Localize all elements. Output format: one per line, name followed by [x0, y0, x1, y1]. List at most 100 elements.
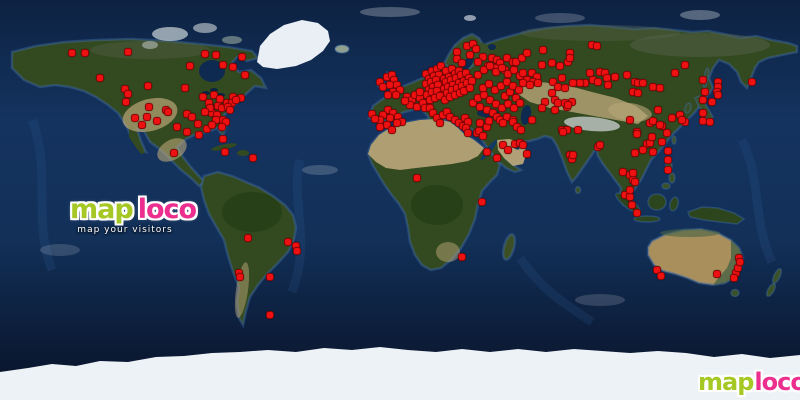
visitor-marker: [384, 91, 392, 99]
visitor-marker: [631, 149, 639, 157]
visitor-marker: [437, 62, 445, 70]
visitor-marker: [523, 49, 531, 57]
visitor-marker: [236, 273, 244, 281]
visitor-marker: [173, 123, 181, 131]
visitor-marker: [474, 58, 482, 66]
visitor-marker: [569, 151, 577, 159]
visitor-marker: [658, 138, 666, 146]
visitor-marker: [222, 118, 230, 126]
visitor-marker: [499, 141, 507, 149]
visitor-marker: [388, 126, 396, 134]
visitor-marker: [668, 114, 676, 122]
visitor-marker: [293, 247, 301, 255]
visitor-marker: [714, 91, 722, 99]
visitor-marker: [706, 118, 714, 126]
visitor-marker: [498, 104, 506, 112]
visitor-marker: [483, 148, 491, 156]
visitor-marker: [392, 91, 400, 99]
visitor-marker: [497, 82, 505, 90]
visitor-marker: [466, 84, 474, 92]
visitor-marker: [730, 274, 738, 282]
visitor-marker: [498, 64, 506, 72]
visitor-marker: [558, 74, 566, 82]
visitor-marker: [138, 121, 146, 129]
visitor-marker: [492, 68, 500, 76]
visitor-marker: [131, 114, 139, 122]
visitor-marker: [654, 106, 662, 114]
visitor-marker: [699, 76, 707, 84]
visitor-marker: [664, 147, 672, 155]
visitor-marker: [628, 201, 636, 209]
visitor-marker: [516, 99, 524, 107]
visitor-marker: [266, 311, 274, 319]
visitor-marker: [518, 54, 526, 62]
corner-logo-text-map: map: [698, 368, 754, 396]
visitor-marker: [736, 258, 744, 266]
maploco-watermark: map loco map your visitors: [70, 194, 197, 235]
visitor-marker: [681, 61, 689, 69]
visitor-marker: [479, 53, 487, 61]
visitor-marker: [510, 104, 518, 112]
visitor-marker: [474, 71, 482, 79]
visitor-marker: [203, 125, 211, 133]
visitor-marker: [194, 120, 202, 128]
visitor-marker: [208, 121, 216, 129]
visitor-marker: [238, 53, 246, 61]
visitor-marker: [486, 62, 494, 70]
visitor-marker: [556, 62, 564, 70]
visitor-marker: [249, 154, 257, 162]
visitor-marker: [699, 109, 707, 117]
visitor-marker: [393, 119, 401, 127]
visitor-marker: [538, 61, 546, 69]
visitor-marker: [480, 66, 488, 74]
visitor-marker: [226, 106, 234, 114]
visitor-marker: [629, 169, 637, 177]
visitor-marker: [678, 116, 686, 124]
visitor-marker: [566, 54, 574, 62]
maploco-logo: map loco: [70, 194, 197, 225]
visitor-marker: [212, 51, 220, 59]
visitor-marker: [708, 98, 716, 106]
visitor-marker: [561, 84, 569, 92]
visitor-marker: [96, 74, 104, 82]
visitor-marker: [633, 130, 641, 138]
ocean-ridges: [27, 118, 777, 326]
visitor-marker: [144, 82, 152, 90]
visitor-marker: [559, 128, 567, 136]
visitor-marker: [499, 119, 507, 127]
visitor-marker: [664, 156, 672, 164]
visitor-marker: [81, 49, 89, 57]
logo-text-map: map: [70, 194, 134, 225]
maploco-corner-logo: maploco: [698, 370, 800, 394]
visitor-marker: [201, 50, 209, 58]
visitor-marker: [515, 86, 523, 94]
visitor-marker: [232, 96, 240, 104]
visitor-marker: [212, 116, 220, 124]
visitor-marker: [656, 121, 664, 129]
visitor-marker: [639, 79, 647, 87]
visitor-marker: [574, 126, 582, 134]
visitor-marker: [596, 141, 604, 149]
visitor-marker: [201, 108, 209, 116]
visitor-marker: [626, 193, 634, 201]
visitor-marker: [186, 62, 194, 70]
visitor-marker: [436, 119, 444, 127]
visitor-marker: [623, 71, 631, 79]
visitor-marker: [195, 131, 203, 139]
visitor-marker: [124, 90, 132, 98]
visitor-marker: [266, 273, 274, 281]
visitor-marker: [539, 46, 547, 54]
visitor-marker: [170, 149, 178, 157]
visitor-marker: [657, 272, 665, 280]
visitor-marker: [519, 141, 527, 149]
visitor-marker: [548, 59, 556, 67]
visitor-marker: [517, 126, 525, 134]
visitor-marker: [512, 58, 520, 66]
visitor-marker: [371, 115, 379, 123]
visitor-marker: [510, 66, 518, 74]
visitor-marker: [576, 79, 584, 87]
visitor-marker: [664, 166, 672, 174]
visitor-marker: [663, 129, 671, 137]
visitor-marker: [639, 146, 647, 154]
